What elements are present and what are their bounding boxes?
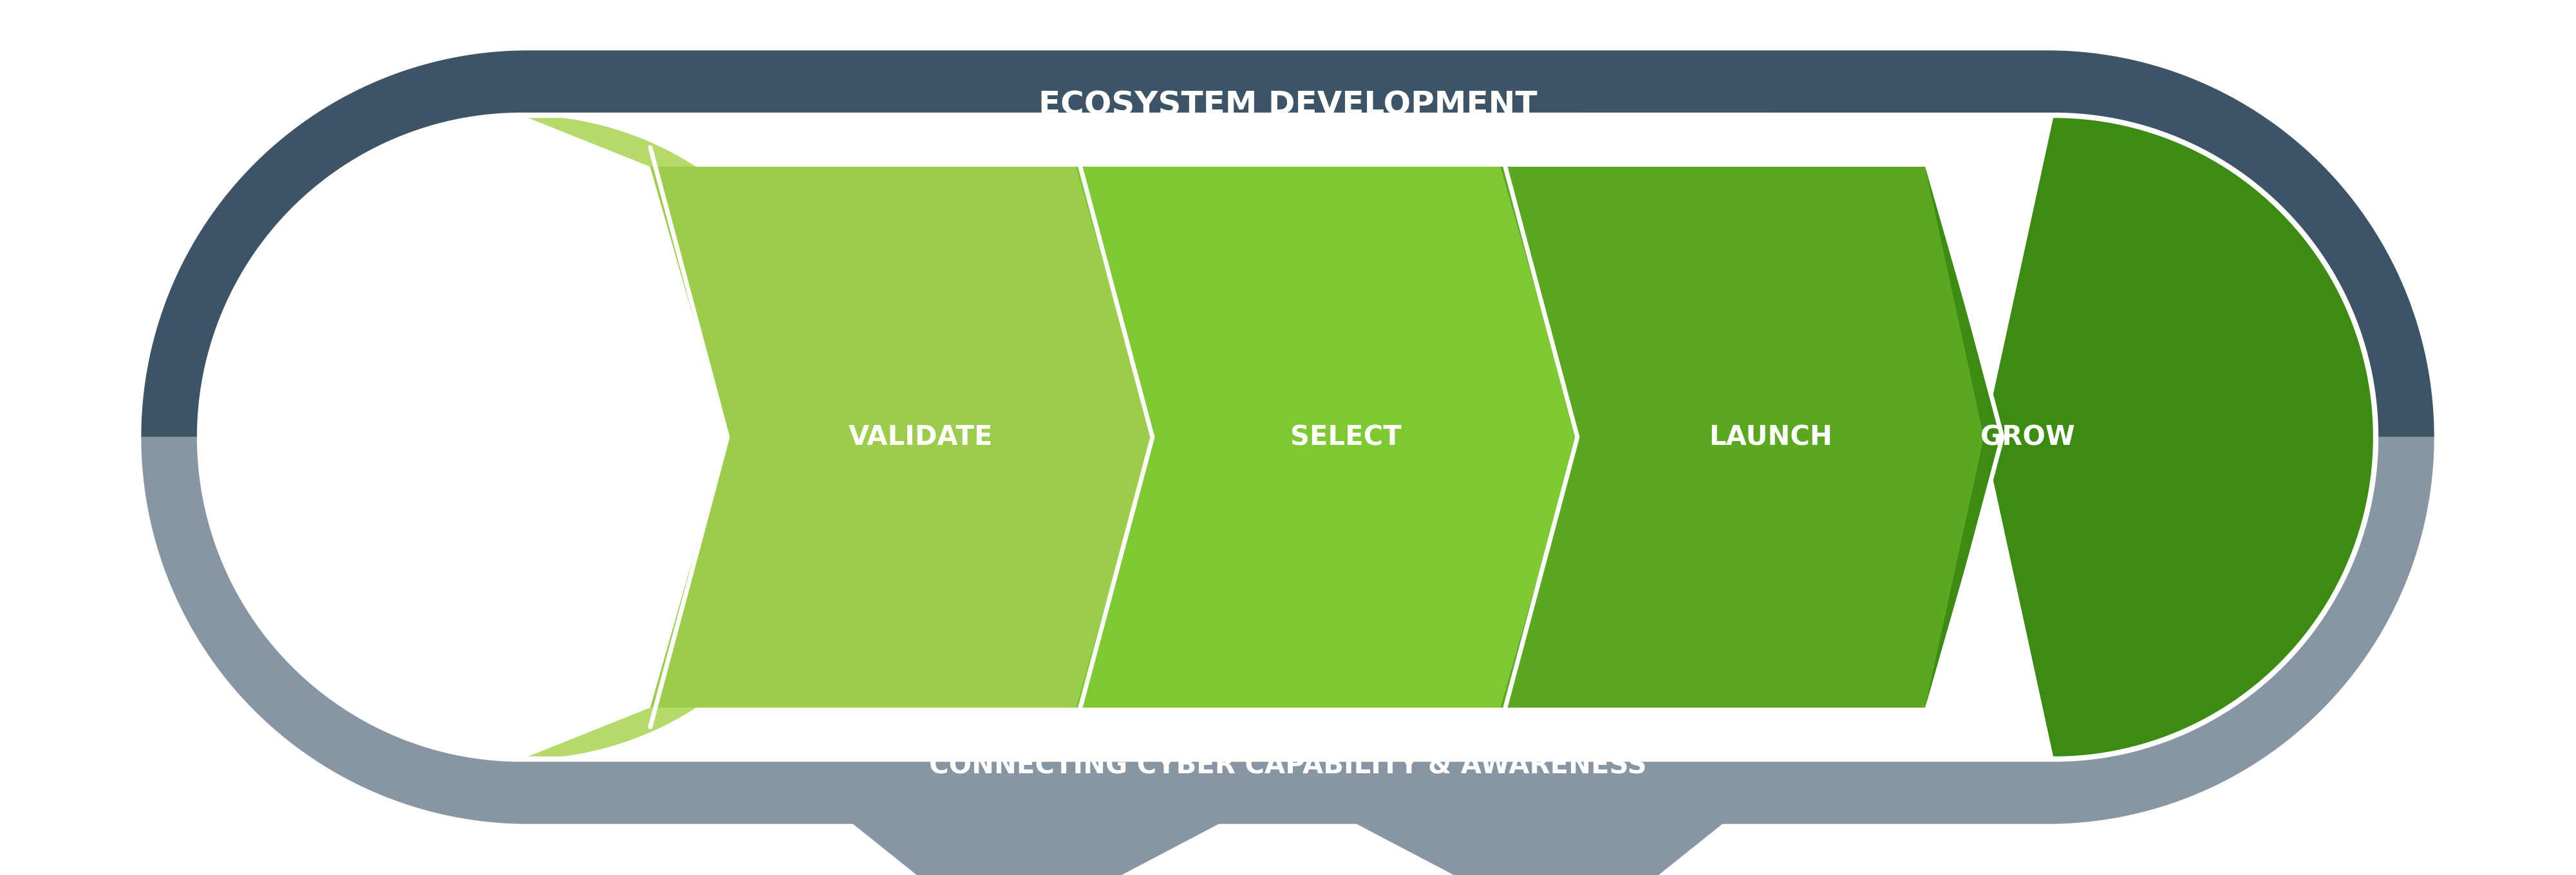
Polygon shape	[142, 438, 2434, 823]
Polygon shape	[1074, 167, 1577, 708]
Polygon shape	[649, 167, 1151, 708]
Polygon shape	[1319, 708, 1868, 875]
Text: GROW: GROW	[1981, 424, 2076, 451]
Polygon shape	[1924, 116, 2375, 759]
Polygon shape	[1499, 167, 2002, 708]
Polygon shape	[142, 51, 2434, 438]
Polygon shape	[708, 708, 1255, 875]
Text: VALIDATE: VALIDATE	[848, 424, 992, 451]
PathPatch shape	[198, 116, 2375, 759]
Polygon shape	[520, 116, 842, 759]
Polygon shape	[198, 116, 2375, 759]
Text: ECOSYSTEM DEVELOPMENT: ECOSYSTEM DEVELOPMENT	[1038, 90, 1538, 121]
Text: UNCOVER: UNCOVER	[533, 424, 677, 451]
Text: CONNECTING CYBER CAPABILITY & AWARENESS: CONNECTING CYBER CAPABILITY & AWARENESS	[930, 752, 1646, 779]
Text: LAUNCH: LAUNCH	[1708, 424, 1832, 451]
Text: SELECT: SELECT	[1291, 424, 1401, 451]
